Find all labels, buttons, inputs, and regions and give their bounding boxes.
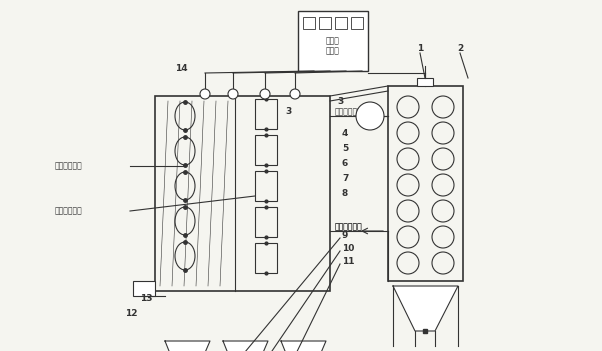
Circle shape — [290, 89, 300, 99]
Text: 11: 11 — [342, 257, 355, 266]
Polygon shape — [165, 341, 210, 351]
Text: 12: 12 — [125, 309, 137, 318]
Text: 7: 7 — [342, 174, 349, 183]
Text: 3: 3 — [285, 107, 291, 117]
Bar — [319, 17, 331, 29]
Text: 8: 8 — [342, 189, 348, 198]
Bar — [155, 96, 330, 291]
Text: 9: 9 — [342, 231, 349, 240]
Bar — [303, 17, 315, 29]
Circle shape — [200, 89, 210, 99]
Bar — [255, 171, 277, 201]
Text: 3: 3 — [337, 97, 343, 106]
Polygon shape — [281, 341, 326, 351]
Polygon shape — [393, 286, 458, 331]
Text: 14: 14 — [175, 64, 188, 73]
Text: 滤袋过滤状态: 滤袋过滤状态 — [55, 206, 82, 216]
Circle shape — [260, 89, 270, 99]
Text: 含尘气体入口: 含尘气体入口 — [335, 223, 363, 232]
Text: 5: 5 — [342, 144, 348, 153]
Bar — [298, 11, 368, 71]
Text: 10: 10 — [342, 244, 355, 253]
Text: 2: 2 — [457, 44, 463, 53]
Polygon shape — [223, 341, 268, 351]
Bar — [255, 99, 277, 129]
Text: 4: 4 — [342, 129, 349, 138]
Bar — [388, 86, 463, 281]
Bar — [351, 17, 363, 29]
Text: 6: 6 — [342, 159, 348, 168]
Text: 电器控
制装置: 电器控 制装置 — [326, 36, 340, 56]
Circle shape — [356, 102, 384, 130]
Bar — [255, 207, 277, 237]
Bar — [133, 281, 155, 296]
Bar — [255, 135, 277, 165]
Bar — [255, 243, 277, 273]
Text: 含尘气体入口: 含尘气体入口 — [335, 223, 363, 232]
Text: 净化空气出口: 净化空气出口 — [335, 107, 363, 117]
Bar — [417, 78, 433, 86]
Bar — [335, 17, 347, 29]
Text: 滤袋清灰状态: 滤袋清灰状态 — [55, 161, 82, 171]
Circle shape — [228, 89, 238, 99]
Text: 13: 13 — [140, 294, 152, 303]
Text: 1: 1 — [417, 44, 423, 53]
